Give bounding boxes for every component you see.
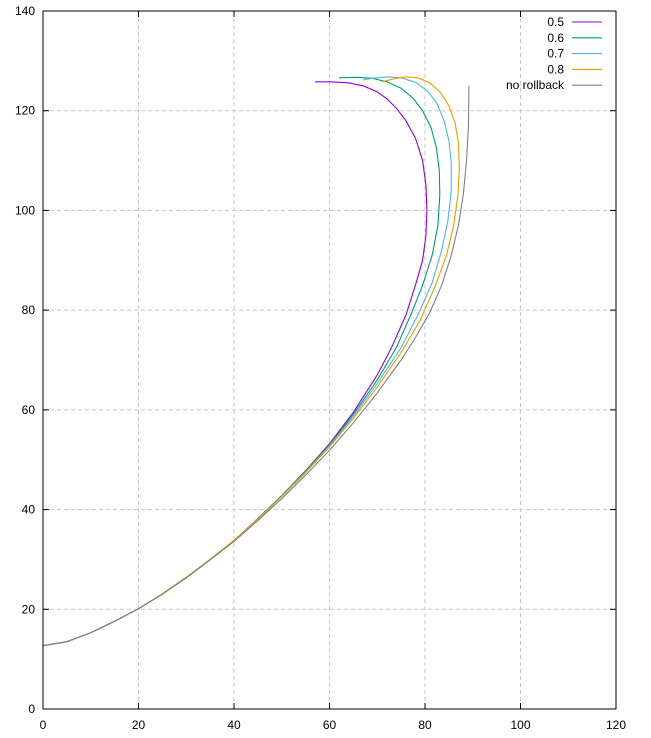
legend-label: 0.6 [547, 31, 564, 45]
y-tick-label: 80 [22, 303, 36, 317]
x-tick-label: 80 [418, 718, 432, 732]
legend-label: 0.8 [547, 62, 564, 76]
x-tick-label: 60 [323, 718, 337, 732]
legend-label: 0.5 [547, 15, 564, 29]
series-line-0 [42, 81, 428, 647]
x-tick-label: 20 [132, 718, 146, 732]
x-tick-label: 120 [606, 718, 626, 732]
x-tick-label: 100 [510, 718, 530, 732]
x-tick-label: 0 [40, 718, 47, 732]
y-tick-label: 40 [22, 503, 36, 517]
x-tick-label: 40 [227, 718, 241, 732]
series-line-3 [42, 76, 460, 647]
y-tick-label: 140 [15, 4, 35, 18]
y-tick-label: 20 [22, 602, 36, 616]
legend: 0.5 0.6 0.70.8 no rollback [506, 15, 602, 92]
legend-label: no rollback [506, 78, 565, 92]
series-lines [42, 76, 470, 647]
axis-ticks: 0 20 40 60 80 100 120 0 20 40 60 80 100 120 140 [15, 4, 626, 732]
y-tick-label: 0 [28, 702, 35, 716]
grid [43, 11, 616, 709]
y-tick-label: 60 [22, 403, 36, 417]
y-tick-label: 100 [15, 203, 35, 217]
series-line-1 [42, 76, 441, 647]
series-line-2 [42, 76, 452, 647]
plot-frame [42, 10, 617, 710]
y-tick-label: 120 [15, 104, 35, 118]
legend-label: 0.7 [547, 47, 564, 61]
series-line-4 [42, 85, 470, 647]
